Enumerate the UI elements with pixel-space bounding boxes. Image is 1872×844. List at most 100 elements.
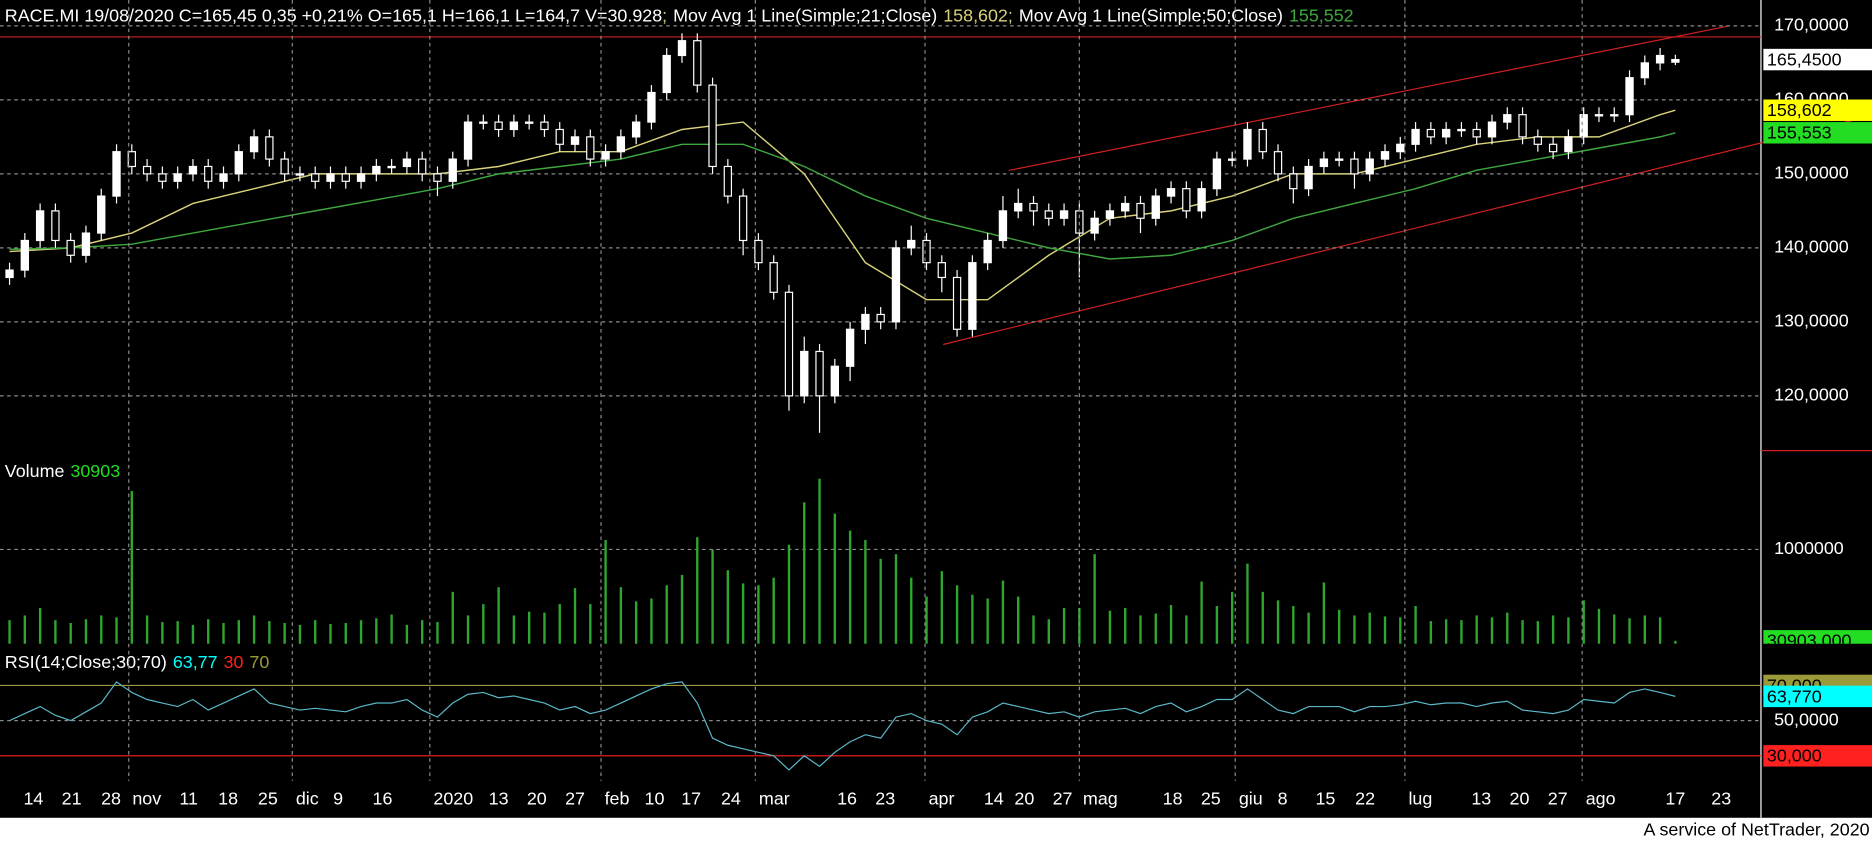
candle-body bbox=[1105, 210, 1115, 219]
x-tick-label: 15 bbox=[1315, 789, 1335, 809]
volume-bar bbox=[1230, 591, 1234, 644]
volume-bar bbox=[894, 554, 898, 644]
volume-bar bbox=[1062, 607, 1066, 644]
candle-body bbox=[998, 210, 1008, 242]
legend-value: 155,552 bbox=[1289, 5, 1354, 25]
volume-bar bbox=[1124, 607, 1127, 644]
candle-body bbox=[1518, 114, 1527, 138]
volume-bar bbox=[1047, 619, 1050, 644]
x-tick-label: nov bbox=[132, 789, 161, 809]
legend-value: 158,602 bbox=[943, 5, 1008, 25]
volume-bar bbox=[971, 594, 974, 644]
candle-body bbox=[1640, 62, 1649, 79]
volume-bar bbox=[1185, 615, 1188, 644]
x-tick-label: 10 bbox=[645, 789, 665, 809]
volume-bar bbox=[665, 585, 668, 644]
volume-bar bbox=[634, 601, 638, 644]
volume-bar bbox=[1383, 616, 1387, 644]
y-tick-label: 1000000 bbox=[1774, 538, 1844, 558]
volume-bar bbox=[1307, 612, 1310, 644]
x-tick-label: 14 bbox=[984, 789, 1004, 809]
x-tick-label: 23 bbox=[875, 789, 895, 809]
volume-bar bbox=[1674, 640, 1677, 644]
candle-body bbox=[1655, 54, 1665, 64]
volume-bar bbox=[375, 618, 378, 644]
candle-body bbox=[448, 158, 457, 182]
x-tick-label: 25 bbox=[1201, 789, 1221, 809]
rsi-line bbox=[9, 681, 1676, 771]
x-tick-label: 18 bbox=[1163, 789, 1183, 809]
volume-bar bbox=[1154, 613, 1157, 644]
candle-body bbox=[907, 239, 916, 249]
candle-body bbox=[1548, 143, 1558, 153]
candle-body bbox=[1350, 158, 1359, 175]
volume-bar bbox=[1169, 605, 1173, 644]
volume-bar bbox=[619, 587, 623, 644]
candle-body bbox=[570, 136, 580, 145]
volume-bar bbox=[1017, 596, 1020, 644]
volume-bar bbox=[848, 530, 852, 644]
candle-body bbox=[142, 165, 152, 175]
volume-bar bbox=[1597, 608, 1601, 644]
volume-bar bbox=[1536, 621, 1540, 644]
value-box-bg bbox=[1763, 685, 1872, 708]
candle-body bbox=[265, 136, 274, 160]
volume-bar bbox=[482, 604, 485, 644]
x-tick-label: 18 bbox=[218, 789, 238, 809]
volume-bar bbox=[145, 615, 149, 644]
candle-body bbox=[1289, 173, 1298, 190]
x-tick-label: 22 bbox=[1355, 789, 1375, 809]
volume-bar bbox=[207, 619, 210, 644]
candle-body bbox=[188, 165, 198, 175]
candle-body bbox=[677, 40, 687, 57]
candle-body bbox=[861, 313, 870, 330]
volume-bar bbox=[100, 615, 103, 644]
volume-bar bbox=[1139, 615, 1142, 644]
candle-body bbox=[1671, 58, 1680, 63]
x-tick-label: 20 bbox=[1014, 789, 1034, 809]
value-box-label: 155,553 bbox=[1767, 123, 1832, 143]
x-tick-label: 14 bbox=[23, 789, 43, 809]
value-box: 165,4500 bbox=[1763, 48, 1872, 71]
x-tick-label: mag bbox=[1083, 789, 1118, 809]
x-tick-label: 20 bbox=[1510, 789, 1530, 809]
candle-body bbox=[876, 313, 885, 323]
candle-body bbox=[479, 121, 488, 124]
candle-body bbox=[1197, 188, 1206, 212]
volume-bar bbox=[680, 574, 684, 644]
volume-bar bbox=[1475, 615, 1478, 644]
volume-bar bbox=[283, 622, 286, 644]
candle-body bbox=[891, 247, 901, 323]
candle-body bbox=[1014, 202, 1023, 212]
candle-body bbox=[1533, 136, 1543, 145]
volume-bar bbox=[314, 620, 317, 644]
candle-body bbox=[708, 84, 717, 168]
volume-bar bbox=[69, 622, 72, 644]
volume-bar bbox=[1276, 600, 1280, 644]
volume-bar bbox=[1643, 615, 1647, 644]
candle-body bbox=[1258, 128, 1267, 153]
volume-bar bbox=[1215, 606, 1219, 644]
candle-body bbox=[234, 151, 243, 175]
candle-body bbox=[295, 173, 305, 176]
volume-bar bbox=[497, 587, 500, 644]
candle-body bbox=[1380, 151, 1390, 160]
value-box-label: 30903,000 bbox=[1767, 631, 1852, 651]
candle-body bbox=[1411, 128, 1420, 145]
candle-body bbox=[555, 128, 564, 145]
candle-body bbox=[540, 121, 549, 131]
candle-body bbox=[983, 239, 992, 264]
candle-body bbox=[1426, 128, 1436, 138]
volume-bar bbox=[1261, 591, 1264, 644]
volume-bar bbox=[787, 544, 791, 644]
candle-body bbox=[1273, 151, 1283, 175]
x-tick-label: 24 bbox=[721, 789, 741, 809]
volume-bar bbox=[237, 620, 240, 644]
candle-body bbox=[631, 121, 641, 138]
candle-body bbox=[158, 173, 167, 182]
value-box: 155,553 bbox=[1763, 122, 1872, 144]
volume-bar bbox=[176, 621, 179, 644]
legend-entry: Mov Avg 1 Line(Simple;21;Close) bbox=[673, 5, 937, 25]
volume-bar bbox=[1246, 563, 1249, 644]
candle-body bbox=[524, 121, 534, 124]
